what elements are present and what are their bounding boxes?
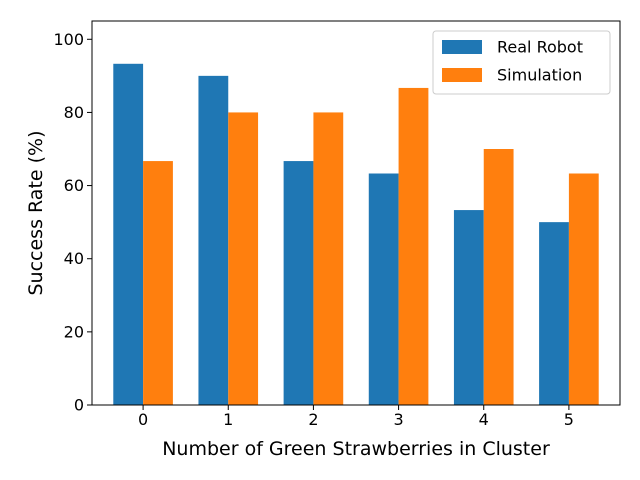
bar-real-robot-5: [539, 222, 569, 405]
bar-real-robot-2: [283, 161, 314, 405]
bar-simulation-0: [143, 161, 173, 405]
bar-simulation-5: [568, 173, 599, 405]
bar-real-robot-1: [198, 75, 229, 405]
x-axis-label: Number of Green Strawberries in Cluster: [162, 438, 550, 460]
bar-simulation-3: [398, 87, 429, 405]
y-tick-label-60: 60: [64, 176, 84, 195]
y-tick-label-100: 100: [53, 30, 84, 49]
legend-label-simulation: Simulation: [497, 66, 582, 85]
y-tick-label-20: 20: [64, 322, 84, 341]
x-tick-label-0: 0: [138, 410, 148, 429]
x-tick-label-2: 2: [308, 410, 318, 429]
legend-swatch-simulation: [442, 68, 482, 82]
y-axis-ticks: 0 20 40 60 80 100: [53, 30, 92, 415]
x-tick-label-4: 4: [479, 410, 489, 429]
legend: Real Robot Simulation: [432, 30, 611, 95]
y-tick-label-0: 0: [74, 396, 84, 415]
bars-layer: [113, 63, 599, 405]
y-axis-label: Success Rate (%): [25, 130, 47, 295]
bar-simulation-1: [228, 112, 259, 405]
bar-real-robot-0: [113, 63, 144, 405]
bar-simulation-2: [313, 112, 344, 405]
x-axis-ticks: 0 1 2 3 4 5: [138, 405, 574, 429]
y-tick-label-80: 80: [64, 103, 84, 122]
bar-real-robot-4: [453, 210, 484, 405]
plot-frame: [91, 20, 621, 406]
legend-label-real-robot: Real Robot: [497, 38, 583, 57]
legend-swatch-real-robot: [442, 40, 482, 54]
y-tick-label-40: 40: [64, 249, 84, 268]
x-tick-label-3: 3: [393, 410, 403, 429]
bar-real-robot-3: [368, 173, 399, 405]
bar-simulation-4: [483, 149, 514, 405]
x-tick-label-5: 5: [564, 410, 574, 429]
x-tick-label-1: 1: [223, 410, 233, 429]
